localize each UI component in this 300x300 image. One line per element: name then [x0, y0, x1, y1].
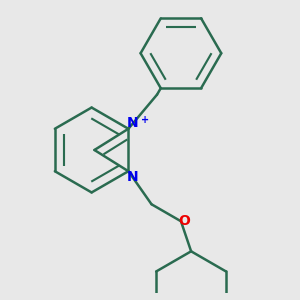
Text: O: O: [178, 214, 190, 228]
Text: N: N: [127, 169, 138, 184]
Text: N: N: [127, 116, 138, 130]
Text: +: +: [141, 115, 149, 125]
